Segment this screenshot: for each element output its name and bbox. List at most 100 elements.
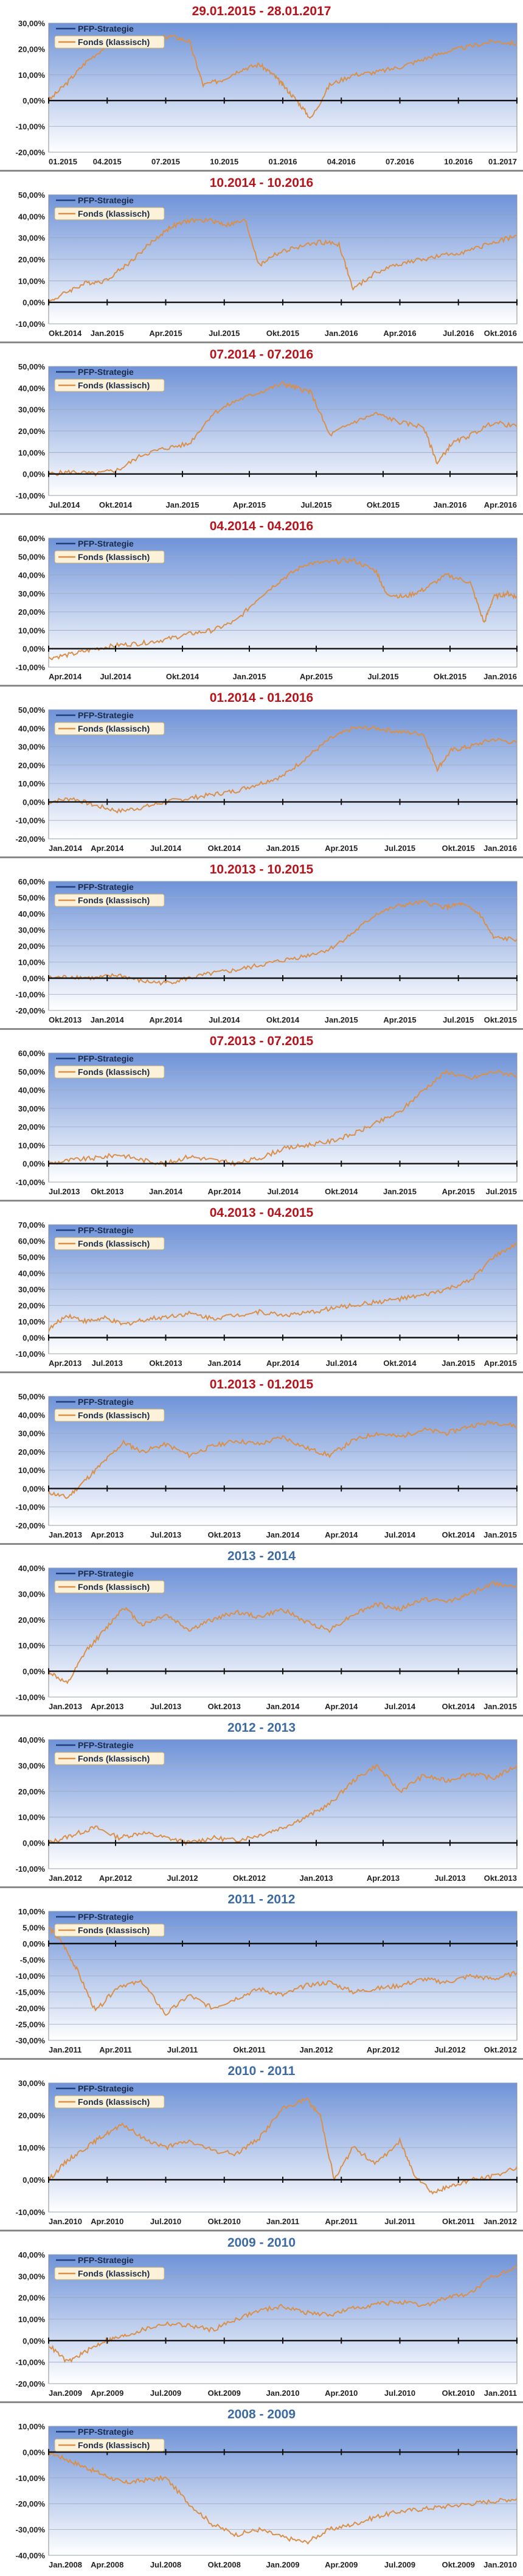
legend-fund-box	[54, 35, 165, 49]
chart-panel: 01.2014 - 01.2016 50,00% 40,00% 30,00% 20,00…	[0, 687, 523, 858]
x-tick-label: Okt.2010	[442, 2389, 475, 2398]
y-tick-label: 10,00%	[18, 2424, 46, 2431]
y-tick-label: -20,00%	[16, 1521, 46, 1530]
fund-series-line	[48, 1069, 518, 1167]
x-tick-label: Apr.2012	[99, 1874, 132, 1883]
x-tick-label: 07.2015	[151, 157, 180, 166]
fund-series-line	[48, 1763, 518, 1846]
x-tick-label: Jul.2010	[384, 2389, 415, 2398]
y-tick-label: -20,00%	[16, 2499, 46, 2508]
line-chart: 30,00% 20,00% 10,00% 0,00% -10,00%Jan.2010 Ap…	[16, 2081, 518, 2226]
line-chart: 40,00%30,00%20,00%10,00%0,00%-10,00%Jan.…	[16, 1566, 518, 1711]
y-tick-label: -10,00%	[16, 1864, 46, 1874]
x-tick-label: Apr.2014	[325, 1702, 358, 1711]
y-tick-label: 50,00%	[18, 1067, 46, 1076]
legend-strategy-label: PFP-Strategie	[78, 1740, 134, 1750]
y-tick-label: -10,00%	[16, 1693, 46, 1702]
y-tick-label: 20,00%	[18, 761, 46, 770]
chart-title: 2013 - 2014	[227, 1549, 296, 1563]
y-tick-label: 10,00%	[18, 448, 46, 457]
y-tick-label: 30,00%	[18, 234, 46, 243]
x-tick-label: Jan.2014	[207, 1359, 241, 1368]
x-tick-label: Apr.2010	[325, 2389, 358, 2398]
y-tick-label: 20,00%	[18, 1615, 46, 1625]
y-tick-label: -15,00%	[16, 1988, 46, 1997]
y-tick-label: 30,00%	[18, 405, 46, 415]
x-tick-label: Jan.2015	[483, 1530, 517, 1539]
y-tick-label: 50,00%	[18, 1394, 46, 1401]
line-chart: 10,00%0,00%-10,00%-20,00%-30,00%-40,00%J…	[16, 2424, 518, 2569]
line-chart: 30,00%20,00%10,00%0,00%-10,00%-20,00%01.…	[16, 21, 518, 166]
y-tick-label: 10,00%	[18, 2315, 46, 2324]
x-tick-label: Jul.2013	[434, 1874, 465, 1883]
x-tick-label: Jan.2015	[91, 329, 124, 338]
panel-separator	[0, 1371, 523, 1373]
y-tick-label: 30,00%	[18, 1589, 46, 1598]
x-tick-label: Jan.2012	[49, 1874, 82, 1883]
legend: PFP-Strategie Fonds (klassisch)	[54, 1912, 165, 1937]
x-tick-label: Apr.2013	[91, 1530, 123, 1539]
x-tick-label: Apr.2008	[91, 2560, 123, 2569]
chart-title: 07.2013 - 07.2015	[209, 1034, 314, 1048]
legend-fund-label: Fonds (klassisch)	[78, 380, 150, 390]
legend-strategy-label: PFP-Strategie	[78, 1397, 134, 1407]
x-tick-label: Okt.2013	[484, 1874, 517, 1883]
y-tick-label: 5,00%	[23, 1923, 45, 1933]
y-tick-label: 0,00%	[23, 1160, 45, 1169]
x-tick-label: Jan.2014	[91, 1015, 125, 1024]
legend-strategy-label: PFP-Strategie	[78, 195, 134, 205]
x-tick-label: Okt.2015	[266, 329, 299, 338]
x-tick-label: Jul.2015	[486, 1187, 517, 1196]
y-tick-label: 10,00%	[18, 1317, 46, 1326]
x-tick-label: Okt.2013	[208, 1530, 241, 1539]
x-tick-label: Jan.2011	[49, 2045, 81, 2054]
legend: PFP-Strategie Fonds (klassisch)	[54, 1225, 165, 1250]
line-chart: 40,00% 30,00% 20,00% 10,00% 0,00% -10,00% -20,…	[16, 2252, 518, 2398]
legend-fund-box	[54, 894, 165, 907]
legend-fund-box	[54, 1923, 165, 1937]
legend-fund-label: Fonds (klassisch)	[78, 552, 150, 562]
x-tick-label: Okt.2014	[49, 329, 82, 338]
legend-fund-label: Fonds (klassisch)	[78, 1925, 150, 1935]
chart-title: 01.2013 - 01.2015	[209, 1377, 314, 1391]
legend: PFP-Strategie Fonds (klassisch)	[54, 24, 165, 49]
x-tick-label: Apr.2015	[383, 1015, 416, 1024]
x-tick-label: Jan.2012	[483, 2217, 517, 2226]
fund-series-line	[48, 2266, 518, 2364]
legend-strategy-label: PFP-Strategie	[78, 1054, 134, 1063]
panel-separator	[0, 513, 523, 515]
x-tick-label: Okt.2013	[208, 1702, 241, 1711]
x-tick-label: Jan.2010	[266, 2389, 300, 2398]
y-tick-label: 50,00%	[18, 1253, 46, 1262]
legend-strategy-label: PFP-Strategie	[78, 2427, 134, 2437]
x-tick-label: Jan.2014	[149, 1187, 183, 1196]
chart-panel: 07.2013 - 07.2015 60,00% 50,00% 40,00% 30,00…	[0, 1030, 523, 1202]
chart-title: 01.2014 - 01.2016	[209, 691, 314, 705]
line-chart: 60,00% 50,00% 40,00% 30,00% 20,00% 10,00% 0,00…	[16, 1051, 518, 1196]
legend-fund-box	[54, 550, 165, 564]
y-tick-label: 10,00%	[18, 1141, 46, 1150]
y-tick-label: 10,00%	[18, 626, 46, 635]
x-tick-label: Jul.2015	[367, 672, 398, 681]
chart-panel: 2008 - 2009 10,00% 0,00% -10,00% -20,00% -30,…	[0, 2403, 523, 2575]
x-tick-label: Apr.2015	[442, 1187, 475, 1196]
fund-series-line	[48, 1581, 518, 1684]
legend: PFP-Strategie Fonds (klassisch)	[54, 882, 165, 907]
y-tick-label: 0,00%	[23, 974, 45, 983]
x-tick-label: 04.2016	[327, 157, 356, 166]
x-tick-label: Apr.2009	[91, 2389, 123, 2398]
legend-fund-label: Fonds (klassisch)	[78, 1754, 150, 1763]
line-chart: 50,00% 40,00% 30,00% 20,00% 10,00% 0,00% -10,0…	[16, 192, 518, 338]
y-tick-label: 50,00%	[18, 552, 46, 561]
x-tick-label: Okt.2016	[484, 329, 517, 338]
legend-fund-label: Fonds (klassisch)	[78, 2440, 150, 2450]
legend-strategy-label: PFP-Strategie	[78, 539, 134, 548]
legend: PFP-Strategie Fonds (klassisch)	[54, 539, 165, 564]
y-tick-label: -10,00%	[16, 1178, 46, 1187]
panel-separator	[0, 1886, 523, 1888]
y-tick-label: 30,00%	[18, 926, 46, 935]
y-tick-label: -20,00%	[16, 2379, 46, 2389]
panel-separator	[0, 2058, 523, 2060]
chart-panel: 04.2014 - 04.2016 60,00% 50,00% 40,00% 30,00…	[0, 515, 523, 687]
